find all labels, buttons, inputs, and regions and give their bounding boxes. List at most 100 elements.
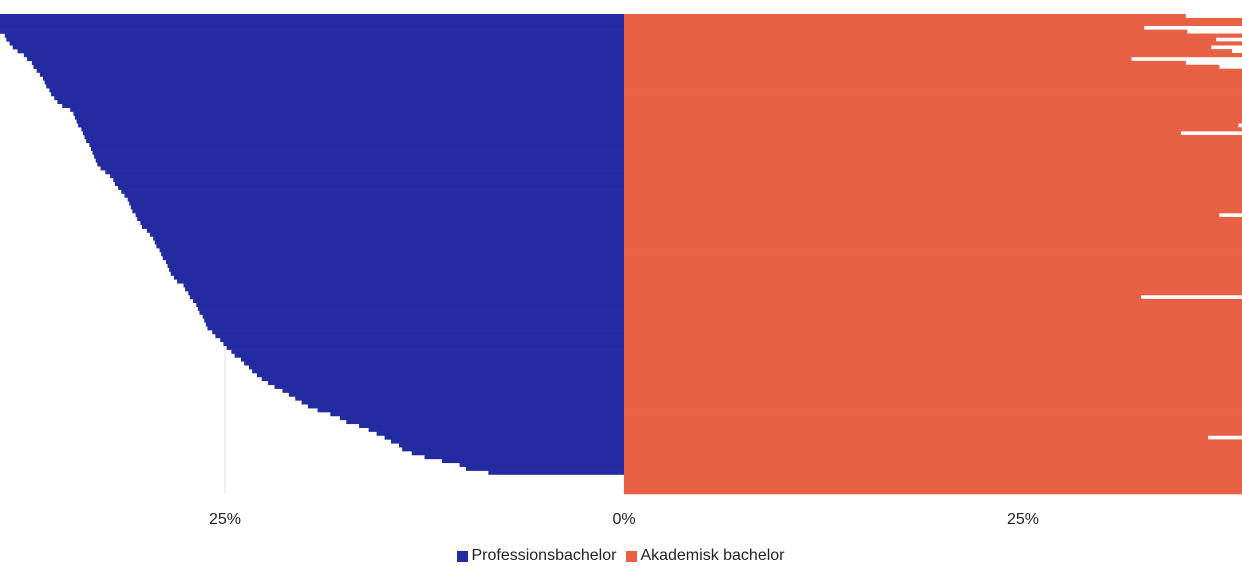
legend-item-akademisk-bachelor[interactable]: Akademisk bachelor — [626, 547, 785, 565]
bar-professionsbachelor — [202, 314, 624, 319]
bar-professionsbachelor — [223, 341, 625, 347]
bar-akademisk-bachelor — [624, 252, 1242, 257]
bar-professionsbachelor — [70, 107, 625, 112]
bar-akademisk-bachelor — [624, 29, 1188, 34]
x-tick-label: 25% — [209, 511, 241, 528]
bar-professionsbachelor — [0, 29, 625, 34]
bar-professionsbachelor — [121, 189, 624, 194]
bar-akademisk-bachelor — [624, 451, 1242, 456]
bar-akademisk-bachelor — [624, 294, 1142, 300]
bar-akademisk-bachelor — [624, 369, 1242, 374]
bar-professionsbachelor — [127, 197, 625, 202]
legend-item-professionsbachelor[interactable]: Professionsbachelor — [457, 547, 616, 565]
bar-professionsbachelor — [248, 365, 624, 370]
bar-akademisk-bachelor — [624, 33, 1242, 38]
bar-professionsbachelor — [114, 181, 624, 187]
bar-professionsbachelor — [113, 177, 624, 183]
bar-akademisk-bachelor — [624, 470, 1242, 475]
bar-professionsbachelor — [140, 220, 625, 226]
bar-akademisk-bachelor — [624, 181, 1242, 187]
bar-akademisk-bachelor — [624, 142, 1242, 147]
bar-professionsbachelor — [12, 45, 625, 50]
bar-akademisk-bachelor — [624, 228, 1242, 233]
bar-professionsbachelor — [384, 435, 624, 440]
bar-akademisk-bachelor — [624, 415, 1242, 421]
bar-akademisk-bachelor — [624, 478, 1242, 483]
bar-professionsbachelor — [173, 275, 625, 280]
bar-professionsbachelor — [39, 72, 624, 77]
bar-akademisk-bachelor — [624, 107, 1242, 112]
bar-akademisk-bachelor — [624, 224, 1242, 229]
bar-akademisk-bachelor — [624, 84, 1242, 89]
bar-professionsbachelor — [252, 369, 624, 374]
bar-professionsbachelor — [307, 404, 624, 409]
bar-professionsbachelor — [339, 415, 624, 421]
legend-label-akademisk-bachelor: Akademisk bachelor — [640, 547, 785, 564]
bar-professionsbachelor — [268, 380, 624, 386]
bar-professionsbachelor — [215, 334, 624, 339]
bar-akademisk-bachelor — [624, 423, 1242, 428]
bar-akademisk-bachelor — [624, 103, 1242, 108]
bar-professionsbachelor — [31, 60, 625, 66]
bar-akademisk-bachelor — [624, 248, 1242, 253]
legend-swatch-akademisk-bachelor — [626, 550, 638, 562]
bar-professionsbachelor — [6, 37, 624, 42]
bar-professionsbachelor — [49, 88, 624, 93]
bar-akademisk-bachelor — [624, 310, 1242, 315]
bar-professionsbachelor — [183, 283, 624, 288]
bar-professionsbachelor — [0, 14, 624, 19]
bar-akademisk-bachelor — [624, 220, 1242, 226]
bar-professionsbachelor — [189, 294, 624, 300]
bar-professionsbachelor — [84, 134, 624, 140]
bar-professionsbachelor — [142, 224, 624, 229]
bar-akademisk-bachelor — [624, 435, 1209, 440]
bar-akademisk-bachelor — [624, 99, 1242, 105]
x-tick-label: 0% — [612, 511, 635, 528]
bar-professionsbachelor — [205, 322, 624, 327]
bar-akademisk-bachelor — [624, 205, 1242, 210]
bar-akademisk-bachelor — [624, 127, 1242, 132]
bar-professionsbachelor — [301, 400, 624, 405]
bar-akademisk-bachelor — [624, 162, 1242, 167]
bar-akademisk-bachelor — [624, 388, 1242, 393]
bar-akademisk-bachelor — [624, 201, 1242, 206]
bar-akademisk-bachelor — [624, 373, 1242, 378]
bar-akademisk-bachelor — [624, 189, 1242, 194]
bar-akademisk-bachelor — [624, 334, 1242, 339]
bar-professionsbachelor — [161, 252, 624, 257]
bar-akademisk-bachelor — [624, 177, 1242, 183]
bar-professionsbachelor — [132, 209, 624, 214]
bar-akademisk-bachelor — [624, 454, 1242, 460]
bar-professionsbachelor — [92, 150, 625, 155]
bar-professionsbachelor — [51, 92, 624, 97]
bar-akademisk-bachelor — [624, 76, 1242, 81]
bar-akademisk-bachelor — [624, 408, 1242, 413]
bar-akademisk-bachelor — [624, 244, 1242, 249]
bar-akademisk-bachelor — [624, 341, 1242, 347]
bar-professionsbachelor — [62, 103, 624, 108]
bar-professionsbachelor — [282, 388, 624, 393]
bar-akademisk-bachelor — [624, 150, 1242, 155]
bar-akademisk-bachelor — [624, 427, 1242, 432]
bar-akademisk-bachelor — [624, 255, 1242, 261]
bar-professionsbachelor — [261, 376, 624, 382]
bar-akademisk-bachelor — [624, 240, 1242, 245]
bar-professionsbachelor — [90, 146, 625, 151]
bar-akademisk-bachelor — [624, 412, 1242, 417]
bar-professionsbachelor — [0, 21, 625, 27]
bar-akademisk-bachelor — [624, 232, 1242, 237]
bar-professionsbachelor — [89, 142, 625, 147]
bar-professionsbachelor — [244, 361, 625, 366]
bar-akademisk-bachelor — [624, 158, 1242, 163]
bar-professionsbachelor — [177, 279, 624, 284]
bar-akademisk-bachelor — [624, 197, 1242, 202]
bar-akademisk-bachelor — [624, 193, 1242, 198]
x-axis-ticks: 75%50%25%0%25%50%75% — [209, 511, 1039, 528]
bar-akademisk-bachelor — [624, 279, 1242, 284]
bar-akademisk-bachelor — [624, 361, 1242, 366]
bar-akademisk-bachelor — [624, 392, 1242, 397]
bar-professionsbachelor — [199, 310, 625, 315]
legend: Professionsbachelor Akademisk bachelor — [0, 547, 1242, 565]
bar-professionsbachelor — [167, 263, 624, 268]
